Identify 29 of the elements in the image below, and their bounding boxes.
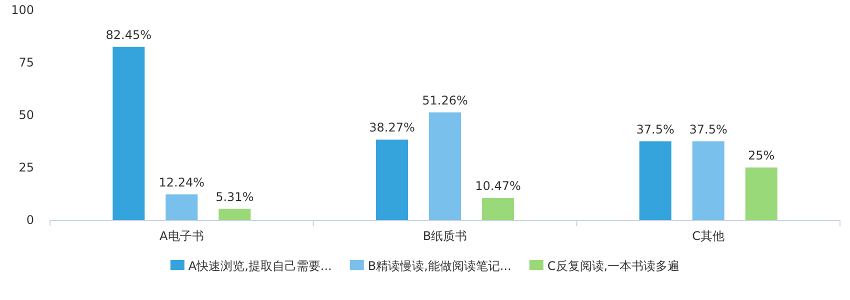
bar	[482, 198, 514, 220]
bar	[745, 168, 778, 220]
data-label: 37.5%	[636, 122, 674, 136]
bar	[112, 46, 145, 220]
x-tick-label: C其他	[692, 229, 725, 243]
data-label: 10.47%	[475, 179, 521, 194]
data-label: 51.26%	[422, 93, 468, 108]
legend-label: A快速浏览,提取自己需要...	[188, 259, 332, 273]
legend-label: C反复阅读,一本书读多遍	[547, 259, 680, 273]
bar	[166, 194, 198, 220]
bar	[639, 141, 672, 220]
y-tick-label: 75	[18, 56, 34, 70]
y-tick-label: 0	[26, 213, 34, 227]
x-tick-label: A电子书	[160, 229, 204, 243]
y-tick-label: 25	[18, 160, 34, 174]
bar	[218, 208, 251, 220]
x-tick-label: B纸质书	[422, 229, 468, 243]
data-label: 5.31%	[216, 190, 254, 204]
data-label: 38.27%	[369, 120, 415, 135]
legend-label: B精读慢读,能做阅读笔记...	[368, 259, 512, 273]
bar	[429, 112, 461, 220]
y-tick-label: 100	[11, 3, 34, 17]
bar	[376, 140, 408, 220]
data-label: 82.45%	[106, 28, 152, 42]
bar	[692, 141, 724, 220]
data-label: 37.5%	[689, 122, 728, 136]
data-label: 25%	[748, 148, 775, 162]
data-label: 12.24%	[158, 175, 205, 190]
y-tick-label: 50	[18, 108, 34, 122]
